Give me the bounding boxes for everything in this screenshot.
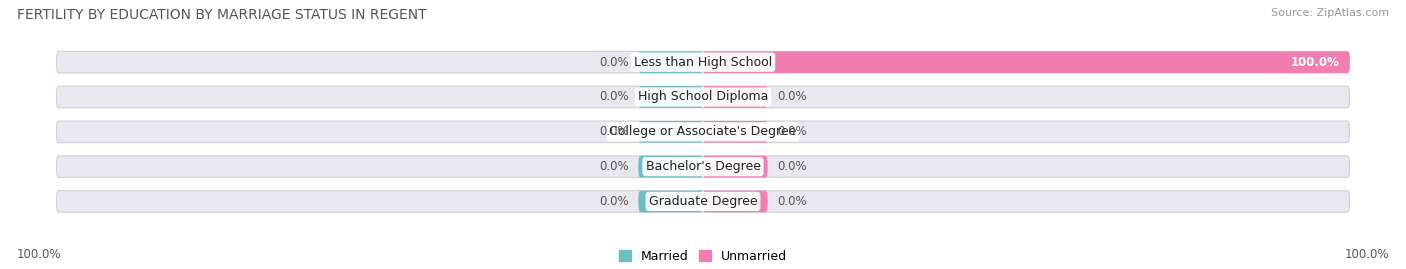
FancyBboxPatch shape: [56, 51, 1350, 73]
Text: FERTILITY BY EDUCATION BY MARRIAGE STATUS IN REGENT: FERTILITY BY EDUCATION BY MARRIAGE STATU…: [17, 8, 426, 22]
FancyBboxPatch shape: [56, 86, 1350, 108]
Text: High School Diploma: High School Diploma: [638, 90, 768, 104]
Text: 100.0%: 100.0%: [1344, 248, 1389, 261]
FancyBboxPatch shape: [703, 156, 768, 178]
Text: Graduate Degree: Graduate Degree: [648, 195, 758, 208]
Text: Source: ZipAtlas.com: Source: ZipAtlas.com: [1271, 8, 1389, 18]
FancyBboxPatch shape: [638, 86, 703, 108]
FancyBboxPatch shape: [703, 86, 768, 108]
Text: 0.0%: 0.0%: [599, 160, 628, 173]
FancyBboxPatch shape: [703, 51, 1350, 73]
Text: 0.0%: 0.0%: [778, 160, 807, 173]
FancyBboxPatch shape: [56, 121, 1350, 143]
Text: 0.0%: 0.0%: [778, 125, 807, 138]
Text: 0.0%: 0.0%: [778, 195, 807, 208]
FancyBboxPatch shape: [56, 191, 1350, 212]
FancyBboxPatch shape: [638, 51, 703, 73]
FancyBboxPatch shape: [638, 121, 703, 143]
Text: 0.0%: 0.0%: [599, 125, 628, 138]
FancyBboxPatch shape: [703, 121, 768, 143]
Text: 0.0%: 0.0%: [599, 56, 628, 69]
Legend: Married, Unmarried: Married, Unmarried: [619, 250, 787, 263]
Text: 100.0%: 100.0%: [17, 248, 62, 261]
FancyBboxPatch shape: [638, 156, 703, 178]
Text: Bachelor's Degree: Bachelor's Degree: [645, 160, 761, 173]
FancyBboxPatch shape: [638, 191, 703, 212]
FancyBboxPatch shape: [703, 191, 768, 212]
Text: 0.0%: 0.0%: [599, 195, 628, 208]
Text: 100.0%: 100.0%: [1291, 56, 1340, 69]
Text: 0.0%: 0.0%: [599, 90, 628, 104]
FancyBboxPatch shape: [56, 156, 1350, 178]
Text: College or Associate's Degree: College or Associate's Degree: [609, 125, 797, 138]
Text: 0.0%: 0.0%: [778, 90, 807, 104]
Text: Less than High School: Less than High School: [634, 56, 772, 69]
